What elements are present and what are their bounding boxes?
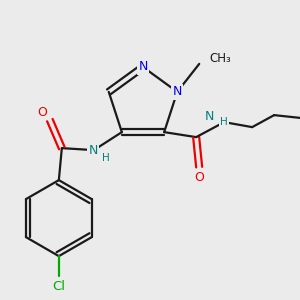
Text: O: O — [194, 171, 204, 184]
Text: N: N — [172, 85, 182, 98]
Text: Cl: Cl — [52, 280, 65, 292]
Text: N: N — [88, 144, 98, 157]
Text: N: N — [205, 110, 214, 123]
Text: H: H — [102, 153, 110, 163]
Text: H: H — [220, 117, 228, 127]
Text: O: O — [37, 106, 47, 118]
Text: CH₃: CH₃ — [209, 52, 231, 65]
Text: N: N — [138, 61, 148, 74]
